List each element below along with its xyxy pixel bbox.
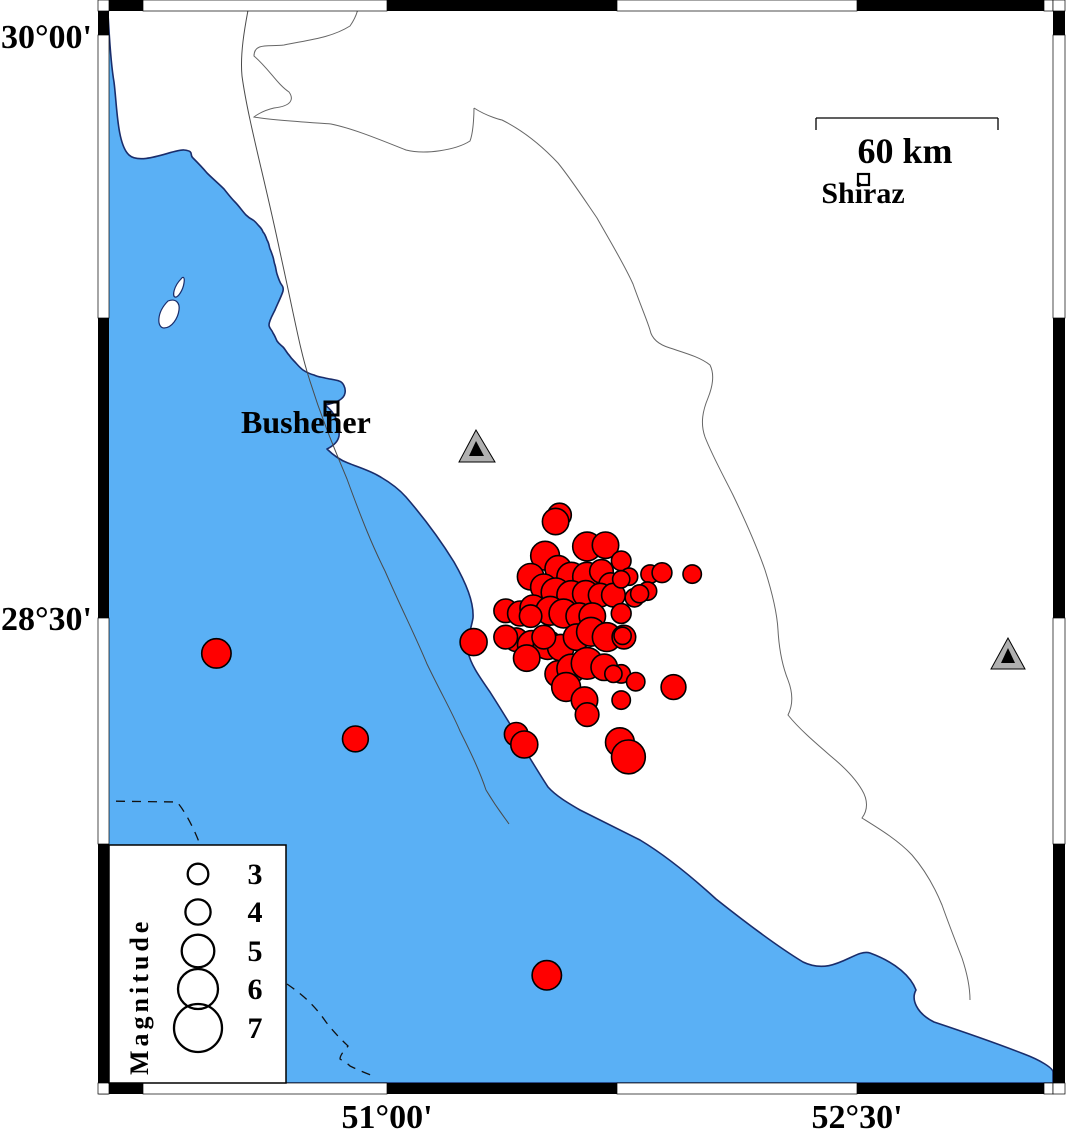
- svg-text:Magnitude: Magnitude: [125, 918, 154, 1075]
- svg-text:6: 6: [248, 973, 263, 1006]
- svg-text:51°00': 51°00': [341, 1099, 432, 1130]
- svg-text:52°30': 52°30': [811, 1099, 902, 1130]
- svg-text:28°30': 28°30': [1, 601, 92, 638]
- svg-text:4: 4: [248, 896, 263, 929]
- svg-text:60 km: 60 km: [857, 131, 952, 171]
- svg-text:5: 5: [248, 935, 263, 968]
- svg-text:7: 7: [248, 1012, 263, 1045]
- svg-text:30°00': 30°00': [1, 19, 92, 56]
- svg-text:3: 3: [248, 858, 263, 891]
- svg-text:Shiraz: Shiraz: [821, 177, 904, 210]
- svg-text:Busheher: Busheher: [241, 404, 371, 440]
